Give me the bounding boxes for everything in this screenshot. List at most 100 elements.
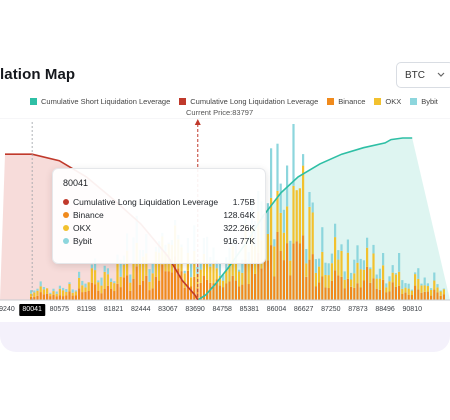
bar-okx	[87, 282, 90, 291]
bar-binance	[298, 243, 301, 300]
bar-okx	[58, 288, 61, 296]
bar-okx	[71, 292, 74, 296]
bar-okx	[36, 290, 39, 296]
bar-binance	[433, 289, 436, 300]
bar-bybit	[81, 280, 84, 286]
bar-binance	[174, 256, 177, 300]
bar-okx	[132, 263, 135, 279]
bar-okx	[190, 277, 193, 287]
x-tick-label: 79240	[0, 306, 15, 313]
bar-binance	[366, 266, 369, 300]
x-tick-label: 87873	[348, 306, 368, 313]
bar-okx	[46, 288, 49, 294]
bar-bybit	[318, 258, 321, 267]
bar-bybit	[404, 283, 407, 288]
bar-binance	[436, 292, 439, 300]
bar-bybit	[183, 270, 186, 274]
bar-binance	[334, 270, 337, 300]
legend-item-okx[interactable]: OKX	[374, 97, 401, 106]
legend-item-bybit[interactable]: Bybit	[410, 97, 438, 106]
bar-binance	[209, 282, 212, 300]
bar-okx	[359, 269, 362, 288]
bar-binance	[404, 292, 407, 300]
x-tick-label: 88496	[375, 306, 395, 313]
coin-selector[interactable]: BTC	[396, 62, 450, 88]
bar-okx	[78, 277, 81, 289]
bar-binance	[62, 296, 65, 300]
bar-okx	[382, 265, 385, 280]
bar-binance	[414, 285, 417, 300]
bar-binance	[148, 290, 151, 300]
bar-binance	[321, 276, 324, 300]
bar-binance	[186, 270, 189, 300]
bar-okx	[74, 291, 77, 296]
bar-bybit	[426, 283, 429, 287]
current-price-arrow	[194, 119, 201, 125]
bar-okx	[212, 260, 215, 284]
bar-bybit	[334, 223, 337, 238]
bar-binance	[263, 259, 266, 300]
bar-okx	[430, 289, 433, 296]
tooltip-row-value: 916.77K	[223, 235, 255, 246]
bar-binance	[122, 277, 125, 300]
bar-bybit	[391, 265, 394, 273]
bar-binance	[183, 287, 186, 300]
bar-binance	[202, 276, 205, 300]
bar-bybit	[305, 249, 308, 264]
bar-binance	[420, 292, 423, 300]
x-tick-label: 80575	[49, 306, 70, 313]
bar-binance	[401, 294, 404, 300]
bar-bybit	[289, 240, 292, 261]
bar-okx	[122, 264, 125, 278]
bar-bybit	[218, 263, 221, 276]
bar-okx	[49, 294, 52, 297]
bar-bybit	[407, 283, 410, 289]
bar-bybit	[103, 265, 106, 272]
bar-bybit	[110, 278, 113, 282]
bar-binance	[193, 276, 196, 300]
bar-bybit	[321, 227, 324, 252]
bar-bybit	[148, 269, 151, 282]
bar-okx	[158, 252, 161, 281]
x-tick-label: 81821	[103, 306, 124, 313]
bar-bybit	[314, 259, 317, 273]
bar-binance	[423, 292, 426, 300]
bar-okx	[119, 276, 122, 288]
tooltip-dot	[63, 237, 69, 244]
bar-binance	[356, 283, 359, 300]
bar-bybit	[55, 291, 58, 294]
bar-bybit	[273, 239, 276, 247]
tooltip-row: Cumulative Long Liquidation Leverage 1.7…	[63, 196, 255, 207]
bar-okx	[295, 190, 298, 242]
bar-binance	[138, 284, 141, 300]
bar-okx	[327, 275, 330, 289]
bar-bybit	[68, 282, 71, 284]
x-tick-label: 86627	[293, 306, 314, 313]
bar-bybit	[394, 273, 397, 275]
bar-binance	[318, 282, 321, 300]
bar-okx	[417, 278, 420, 290]
bar-binance	[71, 295, 74, 300]
bar-okx	[404, 287, 407, 293]
bar-okx	[228, 260, 231, 282]
bar-binance	[270, 245, 273, 300]
legend-item-long[interactable]: Cumulative Long Liquidation Leverage	[179, 97, 318, 106]
bar-okx	[100, 285, 103, 294]
bar-binance	[372, 278, 375, 300]
bar-binance	[343, 288, 346, 300]
coin-selector-value: BTC	[405, 69, 425, 81]
bar-binance	[410, 295, 413, 300]
bar-bybit	[324, 262, 327, 275]
bar-binance	[58, 295, 61, 300]
bar-bybit	[308, 192, 311, 207]
bar-binance	[305, 276, 308, 300]
legend-item-binance[interactable]: Binance	[327, 97, 365, 106]
bar-binance	[215, 279, 218, 300]
bar-okx	[334, 237, 337, 271]
card-footer-band	[0, 322, 450, 352]
bar-binance	[359, 287, 362, 300]
bar-okx	[234, 262, 237, 281]
bar-binance	[257, 252, 260, 300]
bar-okx	[308, 207, 311, 260]
legend-item-short[interactable]: Cumulative Short Liquidation Leverage	[30, 97, 170, 106]
